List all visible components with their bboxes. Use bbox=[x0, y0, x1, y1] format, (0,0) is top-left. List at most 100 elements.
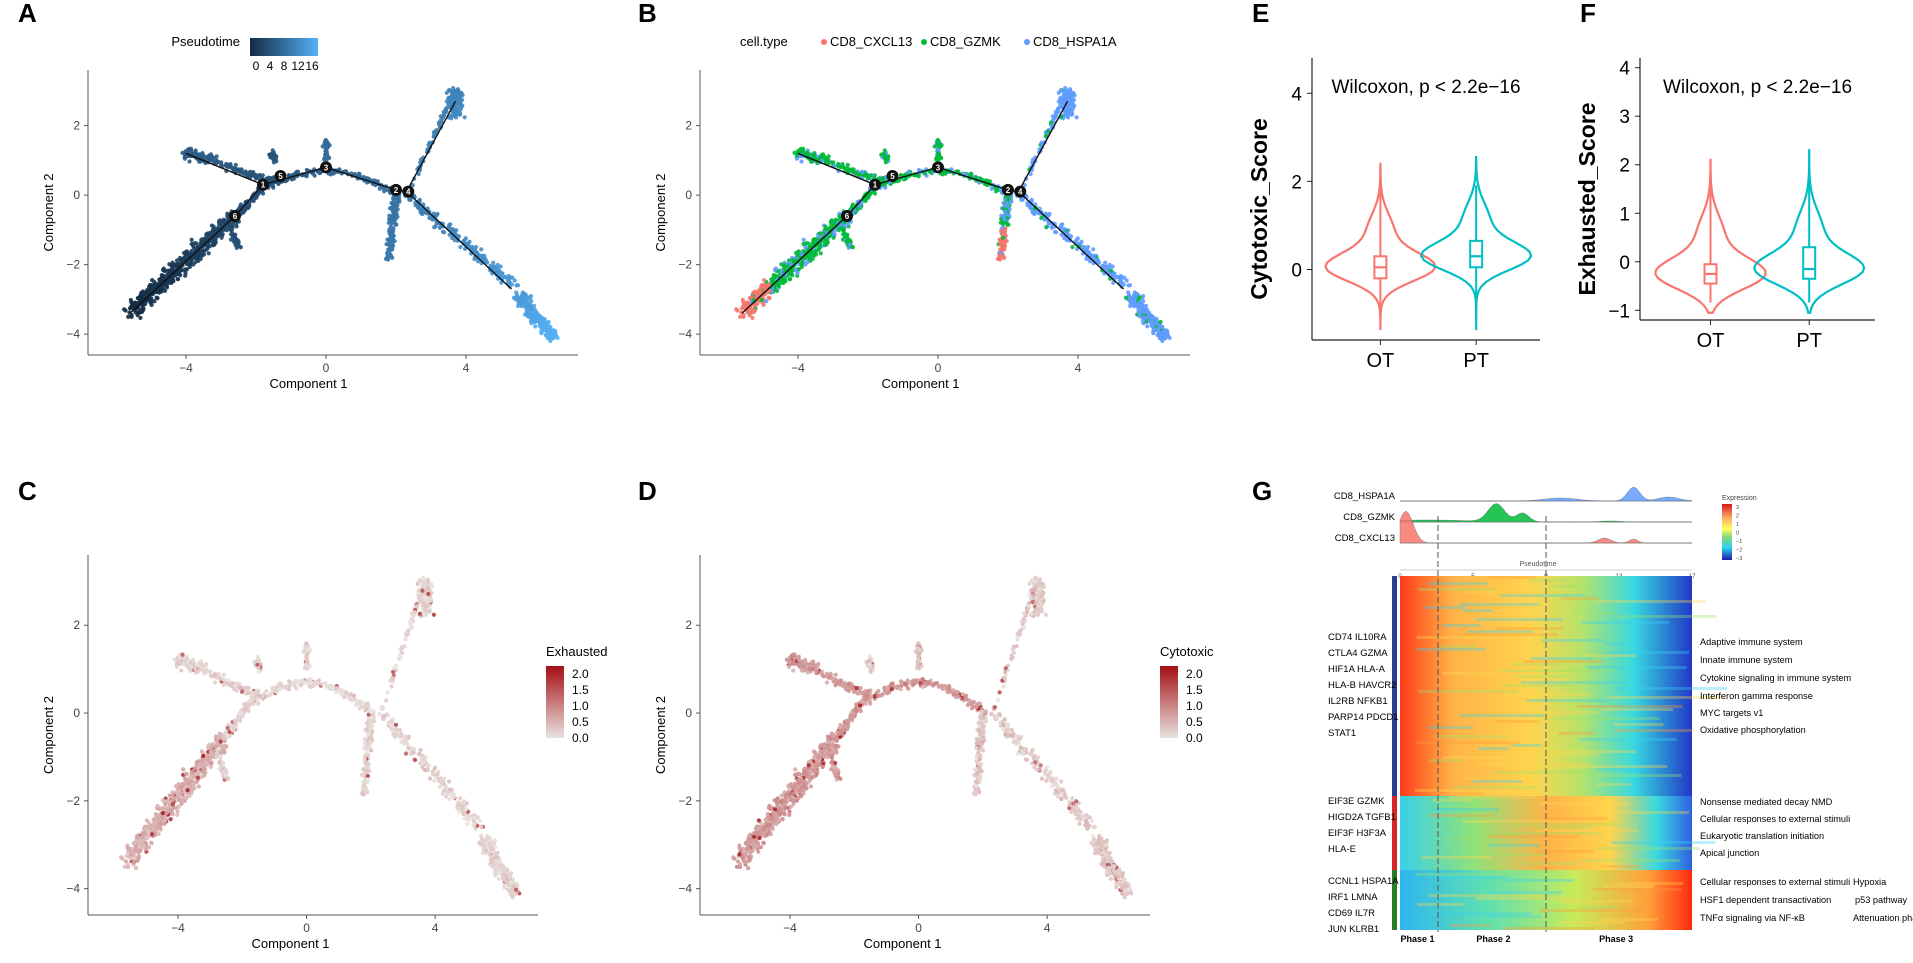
x-axis-title: Component 1 bbox=[269, 376, 347, 391]
cell-point bbox=[1148, 314, 1154, 319]
cell-point bbox=[829, 218, 834, 224]
cell-point bbox=[868, 173, 873, 178]
cell-point bbox=[390, 676, 395, 681]
cell-point bbox=[546, 319, 551, 325]
legend-label: CD8_CXCL13 bbox=[830, 34, 912, 49]
cell-point bbox=[408, 619, 413, 624]
cell-point bbox=[838, 226, 843, 231]
cell-point bbox=[458, 102, 463, 107]
cell-point bbox=[277, 687, 282, 692]
cell-point bbox=[937, 143, 942, 148]
branch-point-label: 5 bbox=[890, 172, 895, 181]
cell-point bbox=[734, 307, 739, 312]
cell-point bbox=[365, 790, 370, 795]
cell-point bbox=[188, 146, 194, 151]
cell-point bbox=[386, 220, 391, 225]
cell-point bbox=[1054, 113, 1059, 118]
cell-point bbox=[799, 159, 804, 164]
cell-point bbox=[151, 817, 156, 822]
cell-point bbox=[210, 239, 215, 244]
cell-point bbox=[330, 685, 335, 690]
cell-point bbox=[482, 258, 488, 263]
cell-point bbox=[1104, 264, 1109, 269]
cell-point bbox=[233, 232, 238, 237]
cell-point bbox=[242, 709, 247, 714]
cell-point bbox=[1071, 90, 1076, 96]
cell-point bbox=[361, 792, 366, 797]
cell-point bbox=[183, 771, 189, 776]
cell-point bbox=[1007, 207, 1012, 212]
cell-point bbox=[1142, 309, 1147, 315]
cell-point bbox=[1070, 102, 1075, 107]
cell-point bbox=[806, 254, 811, 259]
cell-point bbox=[437, 225, 442, 230]
cell-point bbox=[390, 669, 396, 675]
cell-point bbox=[150, 278, 155, 283]
cell-point bbox=[1143, 315, 1148, 320]
cell-point bbox=[365, 777, 370, 782]
cell-point bbox=[151, 821, 157, 826]
cell-point bbox=[389, 684, 394, 689]
points bbox=[119, 575, 522, 900]
cell-point bbox=[751, 290, 756, 295]
cell-point bbox=[368, 709, 373, 714]
cell-point bbox=[1054, 230, 1059, 235]
cell-point bbox=[190, 255, 196, 261]
cell-point bbox=[314, 680, 320, 685]
cell-point bbox=[146, 288, 151, 293]
cell-point bbox=[229, 682, 234, 688]
cell-point bbox=[217, 218, 222, 224]
cell-point bbox=[186, 779, 191, 784]
y-tick-label: 0 bbox=[685, 188, 692, 202]
cell-point bbox=[413, 610, 418, 615]
cell-point bbox=[531, 315, 536, 320]
cell-point bbox=[139, 290, 144, 295]
cell-point bbox=[1047, 211, 1052, 217]
cell-point bbox=[823, 226, 828, 232]
cell-point bbox=[801, 237, 806, 242]
cell-point bbox=[230, 728, 235, 733]
cell-point bbox=[838, 165, 843, 170]
branch-point-label: 5 bbox=[278, 172, 283, 181]
cell-point bbox=[343, 169, 348, 174]
cell-point bbox=[1145, 324, 1150, 329]
cell-point bbox=[826, 154, 831, 159]
x-tick-label: 0 bbox=[323, 361, 330, 375]
cell-point bbox=[1118, 275, 1123, 280]
y-tick-label: −4 bbox=[678, 327, 692, 341]
cell-point bbox=[221, 227, 226, 232]
cell-point bbox=[204, 247, 209, 252]
cell-point bbox=[205, 754, 210, 759]
cell-point bbox=[1065, 115, 1071, 120]
cell-point bbox=[219, 235, 224, 240]
cell-point bbox=[245, 703, 251, 708]
branch-point-label: 2 bbox=[1006, 186, 1011, 195]
cell-point bbox=[237, 204, 243, 209]
cell-point bbox=[515, 303, 521, 309]
cell-point bbox=[840, 232, 846, 237]
y-tick-label: −2 bbox=[66, 794, 80, 808]
pseudotime-colorbar bbox=[250, 38, 318, 56]
cell-point bbox=[520, 292, 525, 297]
cell-point bbox=[362, 705, 367, 710]
cell-point bbox=[183, 271, 188, 276]
cell-point bbox=[208, 764, 213, 770]
legend-label: CD8_GZMK bbox=[930, 34, 1001, 49]
cell-point bbox=[790, 258, 795, 263]
cell-point bbox=[183, 253, 188, 258]
cell-point bbox=[286, 679, 292, 684]
cell-point bbox=[805, 150, 810, 155]
panel-letter-B: B bbox=[638, 0, 657, 28]
cell-point bbox=[511, 295, 517, 300]
cell-point bbox=[235, 242, 240, 247]
cell-point bbox=[795, 271, 800, 276]
cell-point bbox=[1039, 140, 1044, 145]
cell-point bbox=[357, 701, 362, 706]
cell-point bbox=[199, 239, 204, 244]
cell-point bbox=[157, 277, 162, 282]
cell-point bbox=[232, 239, 237, 244]
cell-point bbox=[1029, 197, 1034, 203]
cell-point bbox=[163, 802, 168, 807]
